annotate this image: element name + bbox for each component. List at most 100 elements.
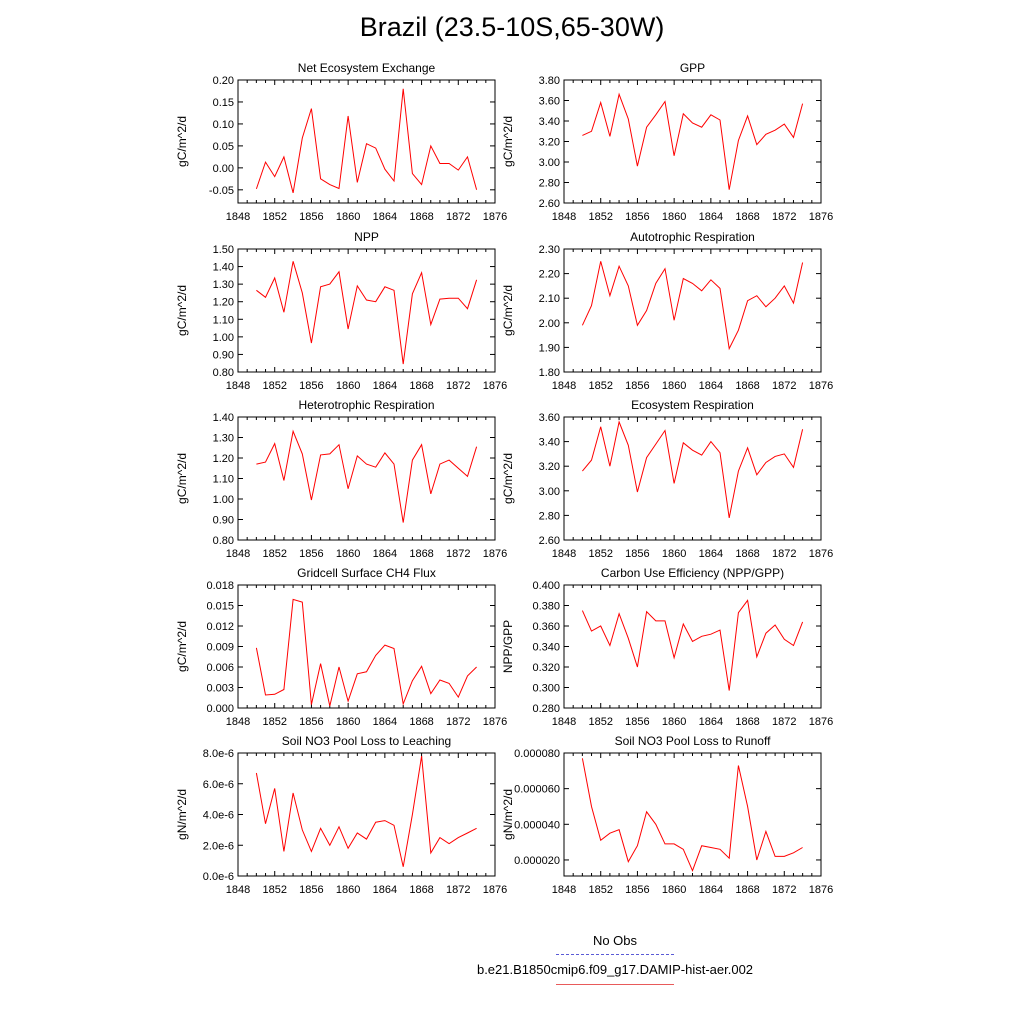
y-tick-label: 0.15 [213,97,234,109]
legend-swatch-case [556,984,674,985]
x-tick-label: 1856 [625,548,649,560]
y-tick-label: 0.003 [206,683,234,695]
x-tick-label: 1860 [336,884,360,896]
x-tick-label: 1864 [699,548,723,560]
y-tick-label: 0.000020 [514,855,560,867]
y-axis-label: gC/m^2/d [175,453,189,504]
series-line [582,92,804,190]
y-tick-label: 0.90 [213,515,234,527]
y-tick-label: 3.20 [539,137,560,149]
series-line [582,420,804,518]
y-tick-label: 0.80 [213,535,234,547]
plot-frame [237,416,496,541]
y-tick-label: 3.40 [539,116,560,128]
x-tick-label: 1860 [662,884,686,896]
y-tick-label: 1.00 [213,494,234,506]
x-tick-label: 1856 [299,380,323,392]
x-tick-label: 1856 [299,884,323,896]
y-tick-label: 0.400 [532,580,560,592]
panel-title: Ecosystem Respiration [631,398,754,412]
y-axis-label: gN/m^2/d [501,789,515,840]
y-tick-label: 0.360 [532,621,560,633]
y-axis-label: gC/m^2/d [501,285,515,336]
y-tick-label: 0.018 [206,580,234,592]
y-tick-label: 1.40 [213,412,234,424]
figure-canvas: Net Ecosystem Exchange gC/m^2/d 1848 1852 18… [175,61,833,896]
x-tick-label: 1852 [588,884,612,896]
plot-frame [563,752,822,877]
y-tick-label: 1.20 [213,453,234,465]
y-axis-label: gC/m^2/d [175,285,189,336]
x-tick-label: 1856 [299,716,323,728]
y-tick-label: 1.30 [213,433,234,445]
y-tick-label: 2.00 [539,318,560,330]
legend: No Obs b.e21.B1850cmip6.f09_g17.DAMIP-hi… [440,932,790,985]
x-tick-label: 1876 [483,548,507,560]
x-tick-label: 1872 [772,380,796,392]
y-tick-label: 1.40 [213,262,234,274]
y-tick-label: 6.0e-6 [203,779,234,791]
panel-title: Autotrophic Respiration [630,230,755,244]
chart-panel-2: GPP gC/m^2/d 1848 1852 1856 1860 1864 1868 1872 1… [501,61,833,223]
y-tick-label: 0.009 [206,642,234,654]
x-tick-label: 1848 [552,211,576,223]
y-tick-label: 0.000060 [514,784,560,796]
x-tick-label: 1872 [446,716,470,728]
x-tick-label: 1868 [409,884,433,896]
y-tick-label: 4.0e-6 [203,810,234,822]
panel-title: Net Ecosystem Exchange [298,61,436,75]
x-tick-label: 1852 [588,211,612,223]
x-tick-label: 1868 [409,211,433,223]
x-tick-label: 1860 [336,211,360,223]
series-line [255,88,478,194]
x-tick-label: 1868 [735,548,759,560]
x-tick-label: 1872 [446,380,470,392]
x-tick-label: 1872 [446,211,470,223]
y-tick-label: 2.20 [539,269,560,281]
x-tick-label: 1848 [226,884,250,896]
y-tick-label: 2.80 [539,510,560,522]
x-tick-label: 1856 [625,380,649,392]
y-tick-label: 1.10 [213,474,234,486]
x-tick-label: 1848 [552,548,576,560]
chart-panel-6: Ecosystem Respiration gC/m^2/d 1848 1852 185… [501,398,833,560]
x-tick-label: 1852 [262,211,286,223]
x-tick-label: 1848 [552,716,576,728]
x-tick-label: 1876 [483,884,507,896]
plot-frame [563,584,822,709]
y-tick-label: 3.00 [539,486,560,498]
x-tick-label: 1876 [483,716,507,728]
x-tick-label: 1848 [226,211,250,223]
x-tick-label: 1864 [373,380,397,392]
y-tick-label: 0.000040 [514,819,560,831]
y-tick-label: 0.012 [206,621,234,633]
y-tick-label: 3.40 [539,437,560,449]
y-tick-label: 2.10 [539,293,560,305]
chart-panel-5: Heterotrophic Respiration gC/m^2/d 1848 185… [175,398,507,560]
y-tick-label: 0.280 [532,703,560,715]
x-tick-label: 1852 [262,884,286,896]
x-tick-label: 1868 [409,548,433,560]
x-tick-label: 1848 [552,380,576,392]
x-tick-label: 1860 [336,716,360,728]
x-tick-label: 1876 [809,548,833,560]
x-tick-label: 1864 [699,380,723,392]
x-tick-label: 1864 [373,884,397,896]
series-line [581,261,804,351]
x-tick-label: 1868 [735,716,759,728]
x-tick-label: 1872 [772,211,796,223]
x-tick-label: 1876 [809,380,833,392]
x-tick-label: 1860 [336,548,360,560]
y-axis-label: gN/m^2/d [175,789,189,840]
y-tick-label: 0.05 [213,141,234,153]
panel-title: Soil NO3 Pool Loss to Runoff [615,734,772,748]
y-tick-label: 2.80 [539,178,560,190]
x-tick-label: 1864 [373,716,397,728]
x-tick-label: 1868 [409,716,433,728]
y-tick-label: 2.60 [539,198,560,210]
y-tick-label: 2.30 [539,244,560,256]
chart-panel-1: Net Ecosystem Exchange gC/m^2/d 1848 1852 18… [175,61,507,223]
x-tick-label: 1852 [588,716,612,728]
legend-label-case: b.e21.B1850cmip6.f09_g17.DAMIP-hist-aer.… [476,962,754,977]
plot-frame [237,79,496,204]
